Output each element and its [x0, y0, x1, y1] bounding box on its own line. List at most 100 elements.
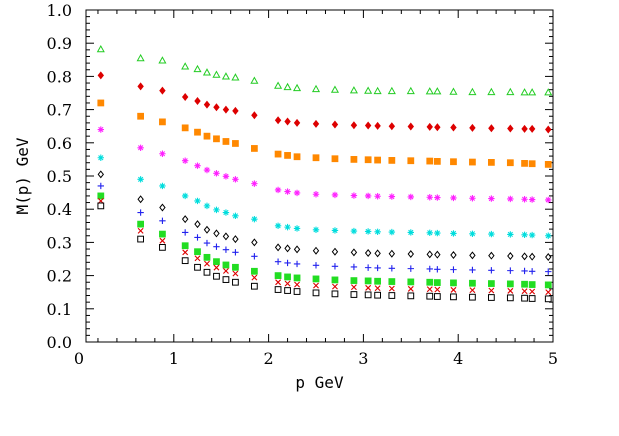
data-point: [507, 267, 514, 274]
data-point: [407, 157, 415, 165]
data-point: [202, 68, 212, 76]
data-point: [488, 195, 495, 202]
data-point: [274, 186, 282, 194]
data-point: [330, 85, 340, 93]
data-point: [434, 229, 441, 237]
data-point: [407, 229, 414, 236]
data-point: [426, 286, 433, 293]
data-point: [487, 87, 496, 96]
data-point: [528, 231, 536, 239]
data-point: [203, 268, 211, 276]
data-point: [284, 273, 291, 281]
data-point: [284, 259, 291, 267]
data-point: [194, 162, 201, 169]
data-point: [181, 215, 189, 224]
data-point: [350, 277, 358, 284]
data-point: [251, 274, 258, 281]
data-point: [194, 255, 201, 262]
data-point: [274, 243, 282, 252]
data-point: [274, 272, 282, 279]
x-tick-label: 0: [74, 349, 84, 368]
data-point: [364, 228, 372, 235]
data-point: [488, 287, 495, 294]
data-point: [426, 292, 434, 300]
data-point: [222, 246, 230, 253]
data-point: [137, 195, 144, 204]
data-point: [350, 192, 358, 199]
data-point: [374, 249, 381, 258]
data-point: [349, 86, 358, 94]
y-axis-label: M(p) GeV: [13, 137, 32, 214]
data-point: [374, 193, 381, 200]
data-point: [388, 228, 396, 236]
data-point: [203, 225, 211, 234]
data-point: [181, 92, 189, 101]
data-point: [388, 193, 396, 200]
data-point: [434, 194, 441, 201]
data-point: [251, 267, 258, 275]
data-point: [97, 99, 105, 107]
data-point: [293, 274, 301, 282]
data-point: [388, 292, 396, 299]
data-point: [232, 270, 239, 277]
data-point: [159, 150, 166, 157]
data-point: [274, 258, 282, 265]
x-tick-label: 2: [264, 349, 274, 368]
x-tick-label: 4: [453, 349, 463, 368]
data-point: [373, 86, 382, 95]
data-point: [469, 293, 476, 301]
axis-ticks: [86, 9, 554, 343]
data-point: [251, 253, 258, 260]
data-point: [521, 196, 528, 203]
data-point: [528, 281, 536, 288]
data-point: [181, 124, 189, 132]
data-point: [469, 158, 476, 166]
data-point: [194, 197, 201, 205]
data-point: [449, 87, 458, 95]
data-point: [507, 287, 514, 294]
data-point: [312, 275, 320, 283]
data-point: [426, 122, 433, 131]
data-point: [222, 173, 230, 180]
data-point: [97, 154, 105, 161]
data-point: [350, 291, 358, 298]
data-point: [507, 231, 514, 238]
data-point: [506, 294, 514, 302]
data-point: [137, 144, 144, 151]
data-point: [450, 286, 457, 293]
data-point: [251, 180, 258, 187]
data-point: [213, 170, 220, 177]
data-point: [521, 288, 528, 295]
data-point: [544, 281, 552, 289]
data-point: [292, 83, 302, 92]
data-point: [159, 118, 166, 126]
data-point: [204, 260, 210, 267]
data-point: [425, 87, 434, 95]
y-tick-label: 0.5: [47, 167, 72, 186]
data-point: [159, 217, 166, 225]
data-point: [364, 277, 372, 285]
y-tick-label: 0.9: [47, 34, 72, 53]
data-point: [433, 293, 441, 300]
data-point: [374, 156, 381, 164]
data-point: [528, 88, 537, 96]
data-point: [488, 251, 495, 260]
data-point: [213, 229, 220, 238]
data-point: [528, 295, 536, 302]
data-point: [159, 86, 166, 95]
y-tick-label: 0.6: [47, 134, 72, 153]
data-point: [545, 196, 552, 204]
data-point: [469, 266, 476, 274]
data-point: [97, 192, 105, 200]
data-point: [528, 252, 536, 261]
data-point: [374, 264, 381, 272]
data-point: [232, 140, 239, 147]
data-point: [528, 268, 536, 275]
data-point: [506, 159, 514, 167]
data-point: [544, 161, 552, 168]
data-point: [182, 249, 189, 256]
data-point: [488, 159, 495, 166]
data-point: [450, 123, 457, 132]
data-point: [159, 182, 166, 190]
data-point: [231, 73, 240, 81]
